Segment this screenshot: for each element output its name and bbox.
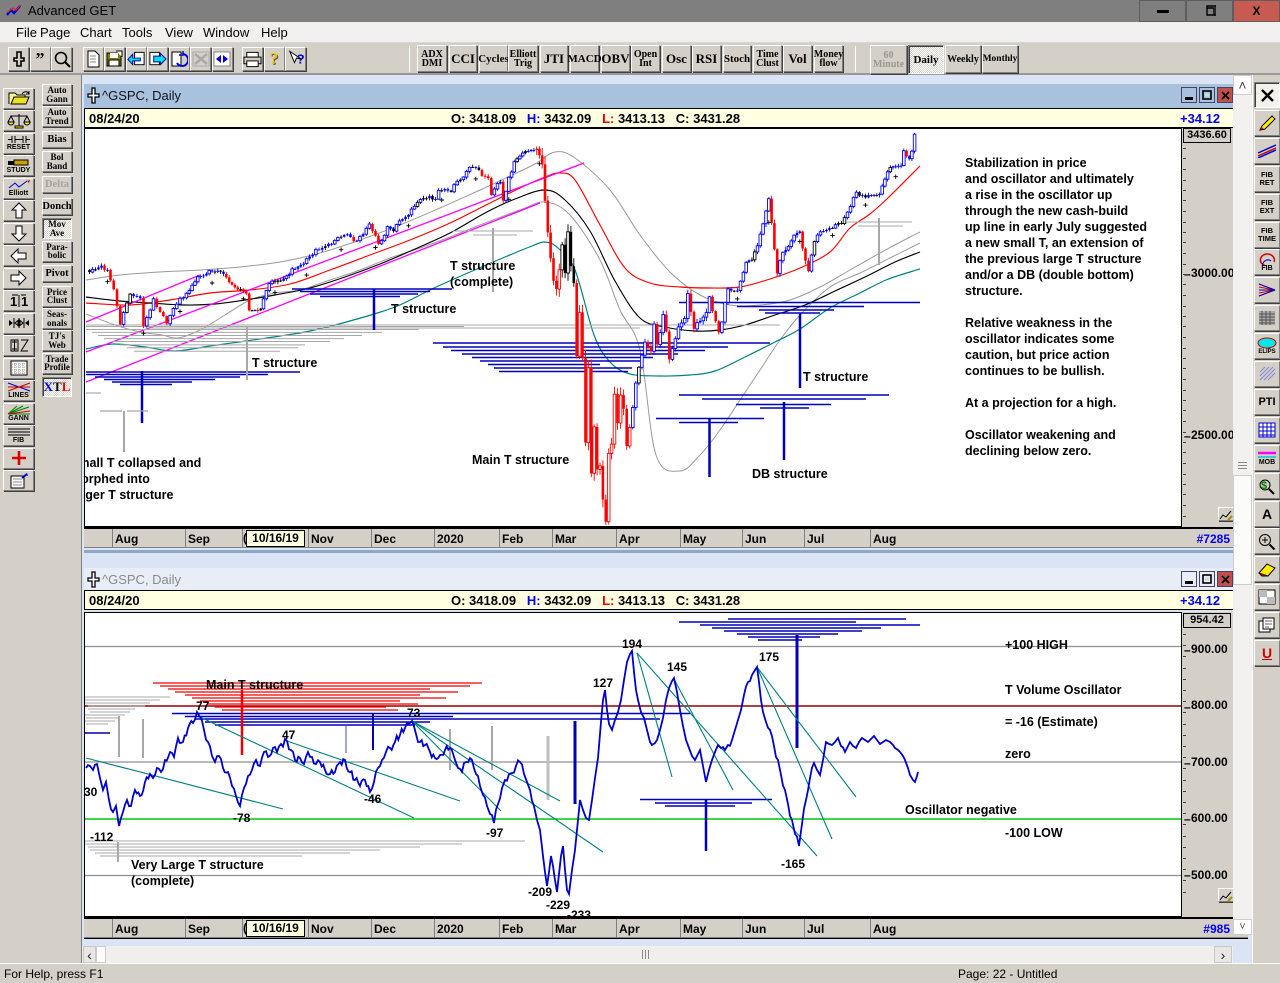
svg-text:-233: -233 [567, 908, 591, 917]
svg-text:127: 127 [593, 676, 613, 690]
svg-text:-46: -46 [364, 792, 382, 806]
svg-text:and/or a DB (double bottom): and/or a DB (double bottom) [965, 268, 1134, 282]
svg-text:194: 194 [622, 637, 642, 651]
svg-text:T structure: T structure [450, 259, 515, 273]
svg-text:73: 73 [407, 706, 421, 720]
svg-text:-229: -229 [546, 898, 570, 912]
svg-text:30: 30 [84, 785, 98, 799]
svg-text:47: 47 [282, 728, 296, 742]
svg-text:up line in early July suggeste: up line in early July suggested [965, 220, 1147, 234]
svg-text:Relative weakness in the: Relative weakness in the [965, 316, 1112, 330]
svg-text:-112: -112 [90, 830, 114, 844]
svg-text:larger T structure: larger T structure [84, 488, 174, 502]
svg-text:+100 HIGH: +100 HIGH [1005, 638, 1068, 652]
svg-text:Oscillator negative: Oscillator negative [905, 803, 1017, 817]
svg-text:Main T structure: Main T structure [472, 453, 569, 467]
svg-text:Stabilization in price: Stabilization in price [965, 156, 1087, 170]
svg-text:-165: -165 [781, 857, 805, 871]
svg-text:T structure: T structure [391, 302, 456, 316]
svg-text:?: ? [296, 52, 304, 67]
svg-text:T structure: T structure [252, 356, 317, 370]
svg-text:(complete): (complete) [131, 874, 194, 888]
svg-text:declining below zero.: declining below zero. [965, 444, 1091, 458]
svg-text:a new small T, an extension of: a new small T, an extension of [965, 236, 1144, 250]
svg-text:-78: -78 [233, 811, 251, 825]
svg-text:through the new cash-build: through the new cash-build [965, 204, 1128, 218]
svg-text:-100 LOW: -100 LOW [1005, 826, 1063, 840]
svg-text:T Volume Oscillator: T Volume Oscillator [1005, 683, 1122, 697]
svg-text:Small T collapsed and: Small T collapsed and [84, 456, 201, 470]
svg-text:Oscillator weakening and: Oscillator weakening and [965, 428, 1116, 442]
svg-text:structure.: structure. [965, 284, 1023, 298]
svg-text:$: $ [1261, 480, 1267, 492]
svg-text:145: 145 [667, 660, 687, 674]
svg-text:77: 77 [196, 699, 210, 713]
svg-text:a rise in the oscillator up: a rise in the oscillator up [965, 188, 1113, 202]
svg-text:1: 1 [10, 294, 17, 309]
svg-text:morphed into: morphed into [84, 472, 150, 486]
svg-text:Very Large T structure: Very Large T structure [131, 858, 264, 872]
svg-text:= -16 (Estimate): = -16 (Estimate) [1005, 715, 1098, 729]
svg-text:(complete): (complete) [450, 275, 513, 289]
svg-text:T structure: T structure [803, 370, 868, 384]
svg-text:DB structure: DB structure [752, 467, 828, 481]
svg-text:Main T structure: Main T structure [206, 678, 303, 692]
svg-text:caution, but price action: caution, but price action [965, 348, 1109, 362]
svg-text:zero: zero [1005, 747, 1031, 761]
svg-text:oscillator indicates some: oscillator indicates some [965, 332, 1114, 346]
svg-text:-209: -209 [528, 885, 552, 899]
svg-text:1: 1 [21, 294, 28, 309]
svg-text:-97: -97 [486, 826, 504, 840]
svg-text:and oscillator and ultimately: and oscillator and ultimately [965, 172, 1134, 186]
svg-text:175: 175 [759, 650, 779, 664]
svg-text:continues to be bullish.: continues to be bullish. [965, 364, 1105, 378]
svg-text:At a projection for a high.: At a projection for a high. [965, 396, 1116, 410]
svg-text:the previous large T structure: the previous large T structure [965, 252, 1141, 266]
